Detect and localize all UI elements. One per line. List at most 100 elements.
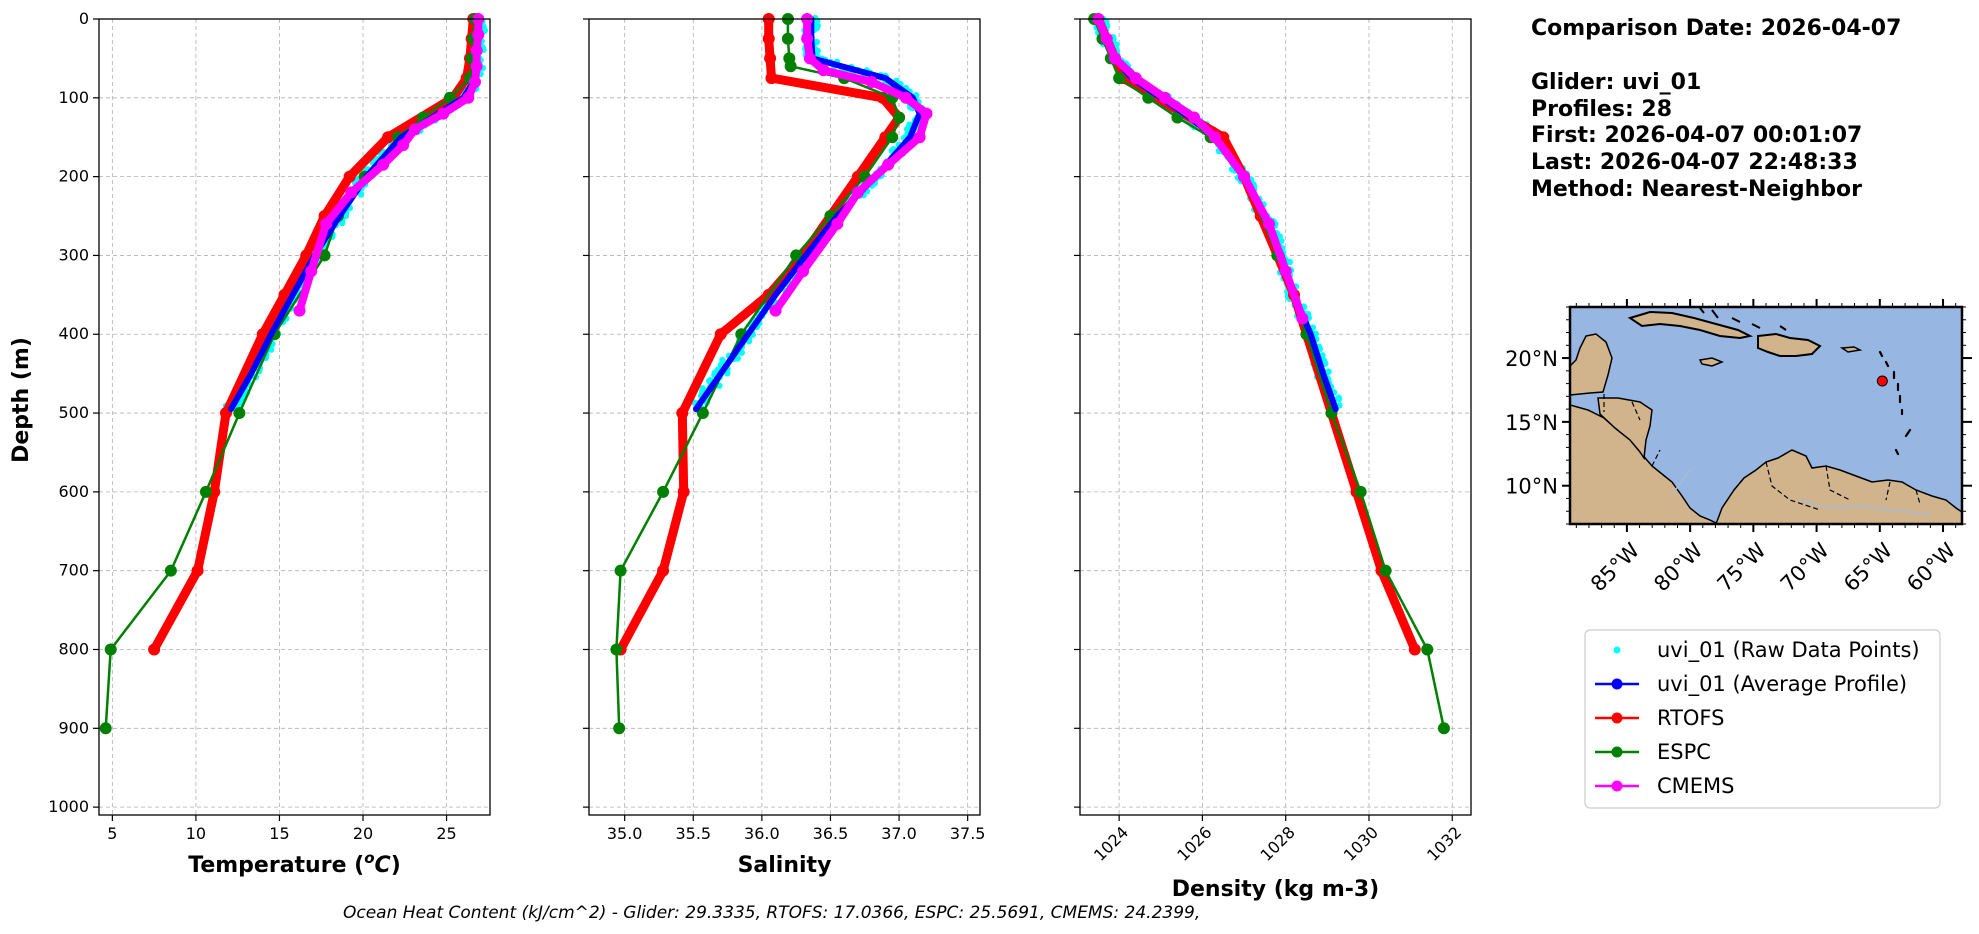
hispaniola-land: [1757, 332, 1822, 357]
series-marker: [677, 485, 690, 498]
y-tick-label: 0: [79, 9, 89, 28]
x-axis-label: Temperature (oC): [188, 849, 401, 878]
series-marker: [893, 111, 906, 124]
panel-1: 5 10 15 20 25 0 100 200 300 400 500 600 700 800 900 100…: [48, 9, 491, 878]
series-marker: [1296, 312, 1309, 325]
series-marker: [913, 131, 926, 144]
series-marker: [920, 107, 933, 120]
series-marker: [1113, 72, 1126, 85]
y-tick-label: 500: [58, 403, 89, 422]
series-marker: [104, 643, 117, 656]
series-cmems: [769, 13, 933, 317]
comparison-date: Comparison Date: 2026-04-07: [1531, 16, 1901, 41]
legend-swatch-marker: [1611, 678, 1623, 690]
legend-label: CMEMS: [1657, 774, 1735, 798]
raw-point: [1335, 395, 1343, 403]
map-lat-label: 20°N: [1505, 347, 1558, 371]
legend-label: ESPC: [1657, 740, 1711, 764]
legend-swatch-marker: [1611, 780, 1623, 792]
legend-swatch-marker: [1611, 746, 1623, 758]
axes-frame: [588, 18, 981, 816]
series-marker: [899, 91, 912, 104]
series-cmems: [1092, 13, 1309, 325]
raw-point: [357, 191, 365, 198]
series-marker: [408, 123, 421, 136]
map-lon-label: 65°W: [1839, 538, 1897, 596]
y-tick-label: 200: [58, 167, 89, 186]
series-marker: [886, 131, 899, 144]
legend: uvi_01 (Raw Data Points) uvi_01 (Average …: [1584, 629, 1941, 809]
south-america-land: [1715, 449, 1962, 524]
axes-frame: [98, 18, 491, 816]
country-borders: [1603, 394, 1921, 511]
series-marker: [1421, 643, 1434, 656]
series-marker: [1379, 564, 1392, 577]
series-marker: [1158, 91, 1171, 104]
glider-name: Glider: uvi_01: [1531, 70, 1701, 95]
series-marker: [300, 249, 313, 262]
map-lon-label: 75°W: [1713, 538, 1771, 596]
series-uvi-01-average-profile-: [693, 16, 923, 413]
rivers: [1671, 469, 1931, 515]
x-tick-label: 10: [186, 824, 206, 843]
series-marker: [462, 91, 475, 104]
legend-swatch: [1613, 646, 1621, 654]
series-marker: [305, 265, 318, 278]
series-marker: [714, 328, 727, 341]
y-axis-label: Depth (m): [9, 337, 34, 463]
series-marker: [437, 107, 450, 120]
series-line: [693, 16, 923, 413]
series-marker: [199, 485, 212, 498]
map-lon-label: 70°W: [1776, 538, 1834, 596]
x-tick-label: 37.5: [950, 824, 986, 843]
series-marker: [613, 722, 626, 735]
series-marker: [164, 564, 177, 577]
map-frame-ticks: [1562, 299, 1972, 532]
raw-data-points: [690, 14, 929, 413]
series-marker: [233, 407, 246, 420]
series-marker: [657, 485, 670, 498]
series-marker: [762, 32, 775, 45]
x-tick-label: 1028: [1257, 823, 1299, 865]
y-tick-label: 1000: [48, 797, 89, 816]
series-marker: [468, 76, 481, 89]
series-marker: [470, 44, 483, 57]
series-marker: [696, 407, 709, 420]
series-marker: [614, 564, 627, 577]
y-tick-label: 100: [58, 88, 89, 107]
series-marker: [1408, 643, 1421, 656]
raw-point: [813, 24, 820, 31]
legend-item-glider: uvi_01 (Average Profile): [1595, 672, 1907, 697]
last-time: Last: 2026-04-07 22:48:33: [1531, 150, 1858, 175]
legend-item-raw: uvi_01 (Raw Data Points): [1613, 638, 1920, 663]
x-tick-label: 1024: [1090, 823, 1132, 865]
legend-frame: [1584, 629, 1941, 809]
x-tick-label: 20: [353, 824, 373, 843]
raw-point: [1286, 258, 1293, 266]
info-block: Comparison Date: 2026-04-07 Glider: uvi_…: [1531, 16, 1901, 202]
series-marker: [99, 722, 112, 735]
series-marker: [1238, 170, 1251, 183]
panel-3: 1024 1026 1028 1030 1032 Density (kg m-3): [1074, 13, 1472, 902]
series-marker: [318, 249, 331, 262]
series-marker: [610, 643, 623, 656]
raw-point: [711, 369, 719, 377]
series-marker: [765, 72, 778, 85]
series-marker: [882, 158, 895, 171]
x-tick-label: 1032: [1423, 823, 1465, 865]
series-espc: [610, 13, 906, 735]
location-map: 20°N 15°N 10°N 85°W 80°W 75°W 70°W 65°W 60°W: [1505, 299, 1972, 596]
y-tick-label: 800: [58, 639, 89, 658]
y-tick-label: 300: [58, 245, 89, 264]
x-tick-label: 15: [269, 824, 289, 843]
legend-label: RTOFS: [1657, 706, 1724, 730]
map-lon-label: 60°W: [1902, 538, 1960, 596]
series-marker: [781, 32, 794, 45]
map-land: [1570, 307, 1962, 524]
legend-swatch-marker: [1611, 712, 1623, 724]
series-marker: [208, 485, 221, 498]
series-marker: [293, 304, 306, 317]
series-marker: [801, 32, 814, 45]
series-marker: [470, 60, 483, 73]
